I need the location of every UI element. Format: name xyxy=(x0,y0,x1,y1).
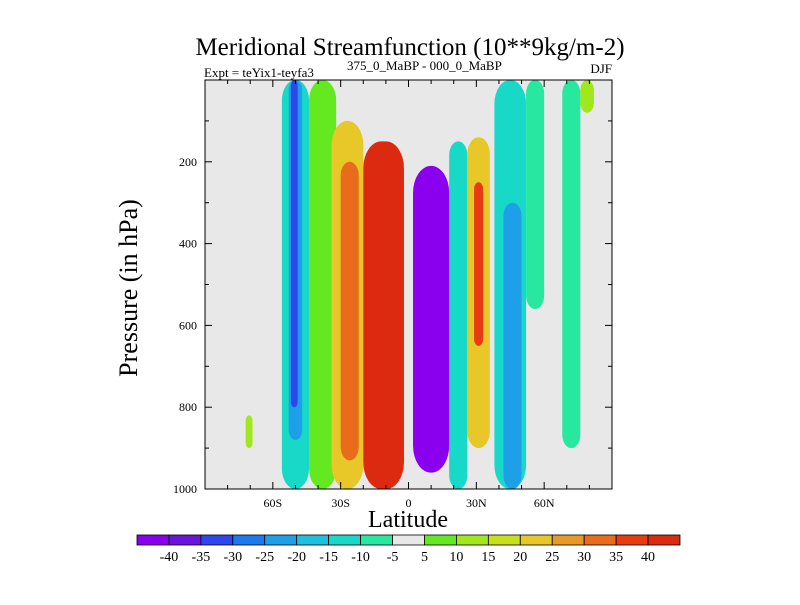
colorbar-swatch xyxy=(647,534,681,546)
contour-band-12 xyxy=(503,202,522,489)
colorbar-swatch xyxy=(456,534,489,546)
contour-band-7 xyxy=(413,165,450,473)
colorbar-label: -20 xyxy=(287,550,306,565)
x-tick-label: 60N xyxy=(534,496,555,510)
colorbar-label: -10 xyxy=(351,550,370,565)
colorbar-label: 40 xyxy=(641,550,655,565)
colorbar-label: -40 xyxy=(160,550,179,565)
experiment-label: Expt = teYix1-teyfa3 xyxy=(204,65,314,80)
colorbar-label: 25 xyxy=(545,550,559,565)
colorbar-label: 30 xyxy=(577,550,591,565)
colorbar-swatch xyxy=(264,534,298,546)
colorbar-label: -35 xyxy=(192,550,211,565)
colorbar-label: -15 xyxy=(319,550,338,565)
y-tick-label: 400 xyxy=(179,237,197,251)
colorbar-swatch xyxy=(232,534,266,546)
contour-band-13 xyxy=(526,80,545,310)
y-tick-label: 600 xyxy=(179,318,197,332)
colorbar-label: 5 xyxy=(421,550,428,565)
contour-band-16 xyxy=(245,415,253,449)
colorbar-swatch xyxy=(615,534,649,546)
contour-band-10 xyxy=(474,182,484,346)
y-axis-label: Pressure (in hPa) xyxy=(114,199,143,377)
y-tick-label: 800 xyxy=(179,400,197,414)
colorbar-label: 15 xyxy=(481,550,495,565)
x-tick-label: 30N xyxy=(466,496,487,510)
season-label: DJF xyxy=(590,61,612,76)
x-tick-label: 30S xyxy=(331,496,350,510)
colorbar-swatch xyxy=(136,534,170,546)
axes: 60S 30S 0 30N 60N 200 400 600 800 1000 xyxy=(173,79,613,510)
colorbar-label: 35 xyxy=(609,550,623,565)
colorbar-swatch xyxy=(328,534,361,546)
colorbar-swatch xyxy=(424,534,457,546)
colorbar: -40 -35 -30 -25 -20 -15 -10 -5 5 10 15 20 25 30 35 40 xyxy=(136,534,681,565)
colorbar-swatch xyxy=(360,534,393,546)
colorbar-swatch xyxy=(583,534,617,546)
colorbar-swatch xyxy=(487,534,521,546)
colorbar-swatch xyxy=(551,534,585,546)
colorbar-swatch xyxy=(296,534,330,546)
colorbar-label: -5 xyxy=(387,550,399,565)
contour-band-8 xyxy=(449,141,468,489)
colorbar-swatch xyxy=(168,534,202,546)
y-tick-label: 200 xyxy=(179,155,197,169)
x-axis-label: Latitude xyxy=(368,507,448,533)
colorbar-swatch xyxy=(200,534,234,546)
x-tick-label: 0 xyxy=(406,496,412,510)
colorbar-label: 20 xyxy=(513,550,527,565)
contour-band-15 xyxy=(580,80,594,113)
contour-band-2 xyxy=(290,80,298,408)
plot-background xyxy=(205,80,612,489)
colorbar-label: -25 xyxy=(255,550,274,565)
colorbar-label: -30 xyxy=(223,550,242,565)
y-tick-label: 1000 xyxy=(173,482,197,496)
contour-band-14 xyxy=(562,80,581,449)
contour-band-3 xyxy=(309,80,337,489)
x-tick-label: 60S xyxy=(263,496,282,510)
colorbar-label: 10 xyxy=(449,550,463,565)
contour-band-5 xyxy=(340,161,359,461)
contour-band-6 xyxy=(363,141,404,489)
colorbar-swatch xyxy=(392,534,425,546)
colorbar-swatch xyxy=(519,534,553,546)
period-label: 375_0_MaBP - 000_0_MaBP xyxy=(347,58,502,73)
plot-area xyxy=(205,80,612,490)
chart-title: Meridional Streamfunction (10**9kg/m-2) xyxy=(195,34,624,61)
